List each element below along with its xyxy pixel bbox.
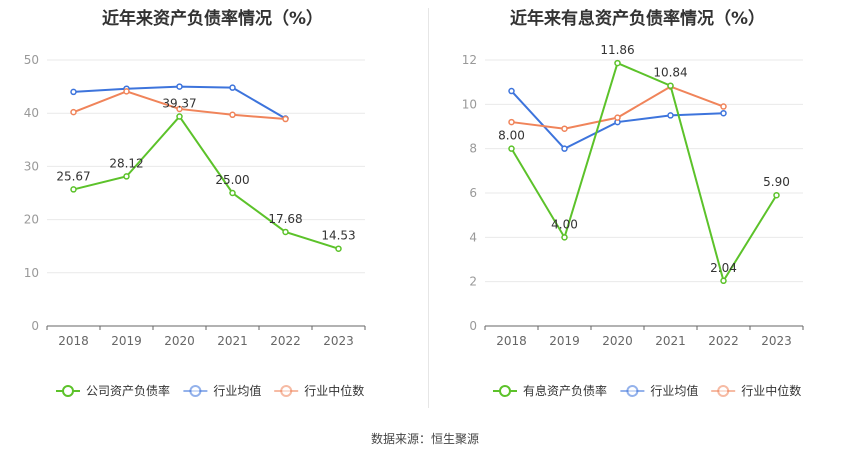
x-tick-label: 2019 <box>111 334 142 348</box>
data-point <box>229 84 236 91</box>
data-label: 11.86 <box>600 43 634 57</box>
legend-marker <box>626 385 639 397</box>
data-source-note: 数据来源：恒生聚源 <box>370 432 479 446</box>
y-tick-label: 30 <box>24 159 39 173</box>
chart-panel-interest-debt-ratio: 近年来有息资产负债率情况（%） 0 2 4 6 8 10 12 2018 2019 2020 202… <box>425 0 850 410</box>
legend-item: 公司资产负债率 <box>56 383 170 398</box>
x-tick-label: 2019 <box>549 334 580 348</box>
data-label: 5.90 <box>763 175 790 189</box>
x-tick-label: 2021 <box>217 334 248 348</box>
legend-label: 有息资产负债率 <box>523 383 607 398</box>
legend-item: 行业中位数 <box>711 383 801 398</box>
data-point <box>561 125 568 132</box>
data-point <box>176 105 183 113</box>
series-line <box>73 114 339 250</box>
legend-item: 行业均值 <box>183 383 261 398</box>
y-tick-label: 20 <box>24 213 39 227</box>
legend-label: 行业中位数 <box>304 383 364 398</box>
series-line <box>510 61 778 284</box>
legend-item: 行业均值 <box>620 383 698 398</box>
legend-marker <box>717 385 730 397</box>
y-tick-label: 4 <box>469 230 477 244</box>
data-point <box>773 191 780 199</box>
legend-label: 公司资产负债率 <box>86 383 170 398</box>
data-point <box>70 88 77 96</box>
data-point <box>720 103 727 110</box>
data-label: 28.12 <box>109 156 143 170</box>
y-tick-label: 0 <box>31 319 39 333</box>
data-point <box>508 87 515 95</box>
data-label: 14.53 <box>321 229 355 243</box>
data-point <box>123 88 130 95</box>
y-tick-label: 6 <box>469 186 477 200</box>
data-label: 8.00 <box>498 129 525 143</box>
data-point <box>123 173 130 180</box>
x-tick-label: 2020 <box>164 334 195 348</box>
y-tick-label: 10 <box>462 97 477 111</box>
legend-label: 行业均值 <box>650 383 698 398</box>
legend-marker <box>189 385 202 397</box>
data-point <box>229 189 236 197</box>
chart-title: 近年来有息资产负债率情况（%） <box>509 9 766 29</box>
y-tick-label: 8 <box>469 142 477 156</box>
data-point <box>667 82 674 89</box>
x-tick-label: 2018 <box>58 334 89 348</box>
data-point <box>335 245 342 252</box>
data-label: 4.00 <box>551 217 578 231</box>
data-label: 2.04 <box>710 261 737 275</box>
x-tick-label: 2022 <box>708 334 739 348</box>
x-tick-label: 2021 <box>655 334 686 348</box>
x-tick-label: 2020 <box>602 334 633 348</box>
data-label: 25.67 <box>56 169 90 183</box>
data-point <box>667 112 674 119</box>
debt-ratio-chart: 0 10 20 30 40 50 2018 2019 2020 2021 2022 2023 25.67… <box>24 53 366 398</box>
data-label: 10.84 <box>653 66 687 80</box>
legend-item: 行业中位数 <box>274 383 364 398</box>
x-tick-label: 2023 <box>761 334 792 348</box>
x-tick-label: 2023 <box>323 334 354 348</box>
data-point <box>561 234 568 241</box>
data-label: 25.00 <box>215 173 249 187</box>
legend-label: 行业中位数 <box>741 383 801 398</box>
chart-title: 近年来资产负债率情况（%） <box>101 9 324 29</box>
y-tick-label: 2 <box>469 275 477 289</box>
data-point <box>70 186 77 193</box>
data-point <box>508 118 515 126</box>
data-label: 39.37 <box>162 97 196 111</box>
y-tick-label: 10 <box>24 266 39 280</box>
data-point <box>508 145 515 152</box>
x-tick-label: 2018 <box>496 334 527 348</box>
legend-item: 有息资产负债率 <box>493 383 607 398</box>
data-point <box>176 113 183 120</box>
y-tick-label: 12 <box>462 53 477 67</box>
legend-marker <box>499 385 511 397</box>
data-point <box>176 83 183 90</box>
data-point <box>720 109 727 117</box>
chart-panel-debt-ratio: 近年来资产负债率情况（%） 0 10 20 30 40 50 2018 2019 2020 202… <box>0 0 425 410</box>
data-point <box>614 59 621 67</box>
data-point <box>561 145 568 152</box>
data-point <box>282 115 289 123</box>
x-tick-label: 2022 <box>270 334 301 348</box>
data-point <box>70 108 77 116</box>
data-label: 17.68 <box>268 212 302 226</box>
data-point <box>720 277 727 285</box>
interest-debt-ratio-chart: 0 2 4 6 8 10 12 2018 2019 2020 2021 2022 2023 8.00 4.0… <box>462 43 804 398</box>
y-tick-label: 0 <box>469 319 477 333</box>
legend-marker <box>62 385 74 397</box>
legend-label: 行业均值 <box>213 383 261 398</box>
y-tick-label: 40 <box>24 106 39 120</box>
data-point <box>282 228 289 236</box>
panel-divider <box>428 8 429 408</box>
y-tick-label: 50 <box>24 53 39 67</box>
legend-marker <box>280 385 293 397</box>
data-point <box>229 111 236 119</box>
data-point <box>614 114 621 121</box>
